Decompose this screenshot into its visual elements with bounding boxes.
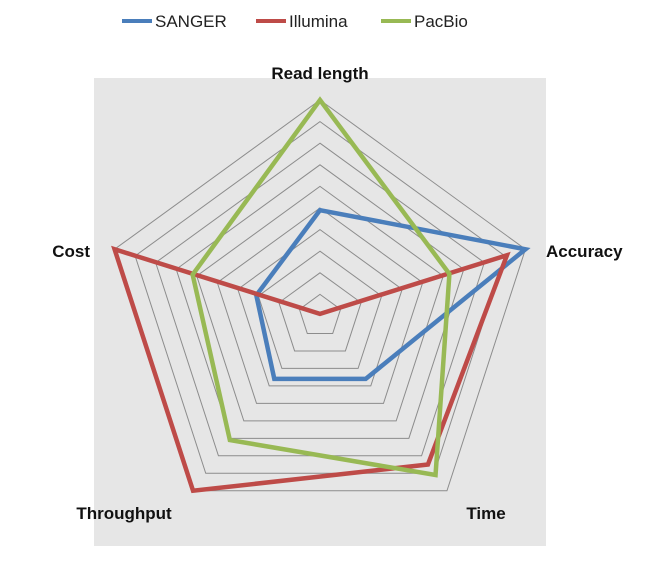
legend-label-pacbio: PacBio	[414, 12, 468, 31]
series-line-illumina	[111, 245, 511, 494]
axis-label-throughput: Throughput	[76, 504, 172, 523]
grid-ring-2	[278, 272, 362, 352]
grid-ring-3	[257, 250, 383, 369]
legend-item-pacbio: PacBio	[381, 12, 468, 31]
axis-label-read-length: Read length	[271, 64, 368, 83]
grid-ring-9	[134, 120, 506, 474]
legend-label-illumina: Illumina	[289, 12, 348, 31]
grid-ring-10	[113, 99, 527, 492]
grid-ring-6	[196, 185, 444, 422]
grid-ring-4	[237, 228, 403, 387]
series-line-pacbio	[190, 96, 452, 478]
legend-item-illumina: Illumina	[256, 12, 348, 31]
radar-grid	[113, 99, 527, 492]
grid-ring-5	[216, 207, 424, 404]
series-layer	[111, 96, 531, 494]
legend-item-sanger: SANGER	[122, 12, 227, 31]
legend-label-sanger: SANGER	[155, 12, 227, 31]
axis-label-cost: Cost	[52, 242, 90, 261]
legend: SANGER Illumina PacBio	[122, 12, 468, 31]
axis-label-accuracy: Accuracy	[546, 242, 623, 261]
series-line-sanger	[253, 207, 531, 382]
grid-ring-7	[175, 164, 465, 439]
axis-label-time: Time	[466, 504, 505, 523]
